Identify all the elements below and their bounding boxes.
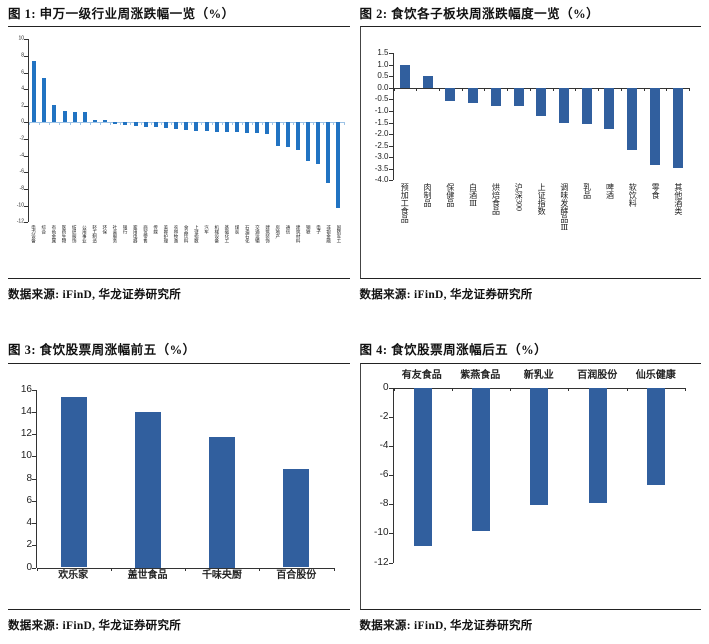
figure-3-title: 图 3: 食饮股票周涨幅前五（%）	[8, 343, 196, 358]
figure-row-bottom: 图 3: 食饮股票周涨幅前五（%） 16 14 12 10 8 6 4 2 0 欢乐家 盖世食品 千味…	[8, 342, 701, 632]
figure-1-source: 数据来源: iFinD, 华龙证券研究所	[8, 289, 182, 302]
figure-4-frame: 有友食品 紫燕食品 新乳业 百润股份 仙乐健康 0 -2 -4 -6 -8 -10 -12	[359, 362, 702, 610]
figure-3-bar-chart: 16 14 12 10 8 6 4 2 0 欢乐家 盖世食品 千味央厨 百合股份	[8, 364, 350, 596]
figure-4-panel: 图 4: 食饮股票周涨幅后五（%） 有友食品 紫燕食品 新乳业 百润股份 仙乐健康 0 -2…	[359, 342, 702, 632]
figure-2-frame: 1.5 1.0 0.5 0.0 -0.5 -1.0 -1.5 -2.0 -2.5 -3.0 -3.5…	[359, 26, 702, 280]
figure-1-bar-chart: 10 8 6 4 2 0 -2 -4 -6 -8 -10 -12 电力设备 综合 有色金属 医药生物 纺织服饰公…	[8, 27, 350, 272]
figure-3-panel: 图 3: 食饮股票周涨幅前五（%） 16 14 12 10 8 6 4 2 0 欢乐家 盖世食品 千味…	[8, 342, 350, 632]
figure-1-frame: 10 8 6 4 2 0 -2 -4 -6 -8 -10 -12 电力设备 综合 有色金属 医药生物 纺织服饰公…	[8, 26, 350, 280]
figure-4-title: 图 4: 食饮股票周涨幅后五（%）	[359, 343, 548, 358]
figure-row-top: 图 1: 申万一级行业周涨跌幅一览（%） 10 8 6 4 2 0 -2 -4 -6 -8 -10-…	[8, 6, 701, 302]
figure-3-frame: 16 14 12 10 8 6 4 2 0 欢乐家 盖世食品 千味央厨 百合股份	[8, 362, 350, 610]
figure-4-source: 数据来源: iFinD, 华龙证券研究所	[359, 619, 533, 632]
figure-2-source: 数据来源: iFinD, 华龙证券研究所	[359, 289, 533, 302]
figure-1-title: 图 1: 申万一级行业周涨跌幅一览（%）	[8, 7, 235, 21]
figure-2-title: 图 2: 食饮各子板块周涨跌幅度一览（%）	[359, 7, 600, 21]
figure-3-source: 数据来源: iFinD, 华龙证券研究所	[8, 619, 182, 632]
figure-4-bar-chart: 有友食品 紫燕食品 新乳业 百润股份 仙乐健康 0 -2 -4 -6 -8 -10 -12	[361, 364, 702, 567]
figure-1-panel: 图 1: 申万一级行业周涨跌幅一览（%） 10 8 6 4 2 0 -2 -4 -6 -8 -10-…	[8, 6, 350, 302]
figure-2-panel: 图 2: 食饮各子板块周涨跌幅度一览（%） 1.5 1.0 0.5 0.0 -0.5 -1…	[359, 6, 702, 302]
figure-2-bar-chart: 1.5 1.0 0.5 0.0 -0.5 -1.0 -1.5 -2.0 -2.5 -3.0 -3.5…	[361, 27, 702, 272]
